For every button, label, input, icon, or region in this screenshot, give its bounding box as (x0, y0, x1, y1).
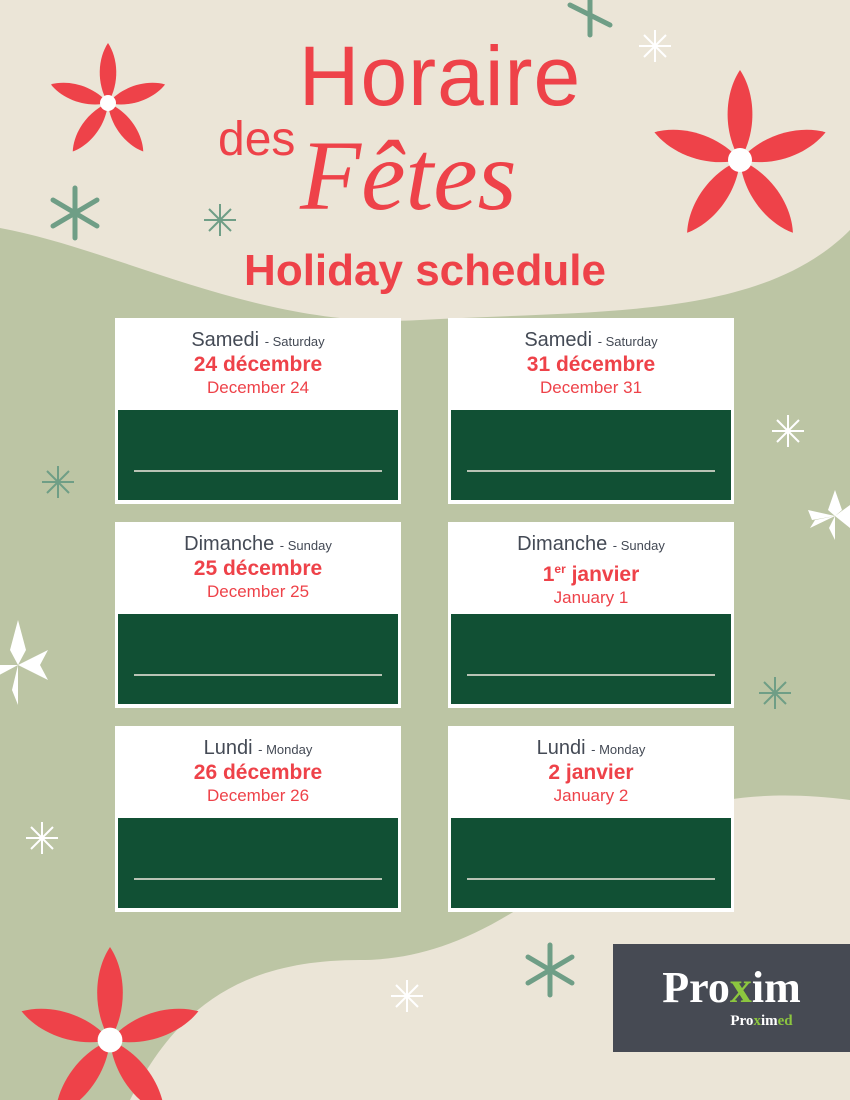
card-header: Dimanche - Sunday 1er janvier January 1 (451, 525, 731, 612)
day-label: Samedi - Saturday (191, 329, 325, 351)
proxim-logo: Proxim Proximed (613, 944, 850, 1052)
card-header: Samedi - Saturday 24 décembre December 2… (118, 321, 398, 408)
hours-box (451, 410, 731, 500)
poinsettia-icon (650, 70, 830, 241)
date-en: January 2 (553, 786, 629, 805)
day-label: Dimanche - Sunday (184, 533, 332, 555)
date-fr: 25 décembre (193, 557, 323, 580)
hours-box (118, 410, 398, 500)
hours-box (451, 614, 731, 704)
date-en: December 31 (539, 378, 643, 397)
date-fr: 31 décembre (526, 353, 656, 376)
day-label: Lundi - Monday (203, 737, 313, 759)
card-header: Lundi - Monday 26 décembre December 26 (118, 729, 398, 816)
hours-box (118, 818, 398, 908)
date-en: December 26 (206, 786, 310, 805)
day-label: Samedi - Saturday (524, 329, 658, 351)
title-fetes: Fêtes (300, 120, 517, 231)
hours-line (134, 674, 382, 676)
card-header: Lundi - Monday 2 janvier January 2 (451, 729, 731, 816)
card-header: Samedi - Saturday 31 décembre December 3… (451, 321, 731, 408)
poinsettia-icon (48, 43, 168, 157)
card-header: Dimanche - Sunday 25 décembre December 2… (118, 525, 398, 612)
poinsettia-icon (17, 947, 203, 1100)
date-en: January 1 (553, 588, 629, 607)
schedule-card: Lundi - Monday 26 décembre December 26 (115, 726, 401, 912)
schedule-card: Dimanche - Sunday 25 décembre December 2… (115, 522, 401, 708)
date-fr: 24 décembre (193, 353, 323, 376)
date-en: December 25 (206, 582, 310, 601)
day-label: Lundi - Monday (536, 737, 646, 759)
date-en: December 24 (206, 378, 310, 397)
hours-box (118, 614, 398, 704)
date-fr: 1er janvier (542, 562, 640, 586)
hours-line (467, 470, 715, 472)
snowflake-icon (50, 0, 613, 998)
hours-line (134, 470, 382, 472)
hours-box (451, 818, 731, 908)
hours-line (467, 674, 715, 676)
date-fr: 2 janvier (548, 761, 634, 784)
title-des: des (218, 113, 296, 166)
hours-line (467, 878, 715, 880)
date-fr: 26 décembre (193, 761, 323, 784)
hours-line (134, 878, 382, 880)
title-horaire: Horaire (298, 29, 582, 123)
schedule-card: Samedi - Saturday 24 décembre December 2… (115, 318, 401, 504)
day-label: Dimanche - Sunday (517, 533, 665, 555)
sparkle-icon (42, 204, 791, 709)
schedule-card: Dimanche - Sunday 1er janvier January 1 (448, 522, 734, 708)
schedule-card: Samedi - Saturday 31 décembre December 3… (448, 318, 734, 504)
schedule-card: Lundi - Monday 2 janvier January 2 (448, 726, 734, 912)
subtitle: Holiday schedule (244, 246, 606, 295)
snowflake-icon (0, 490, 850, 705)
sparkle-icon (26, 30, 804, 1012)
